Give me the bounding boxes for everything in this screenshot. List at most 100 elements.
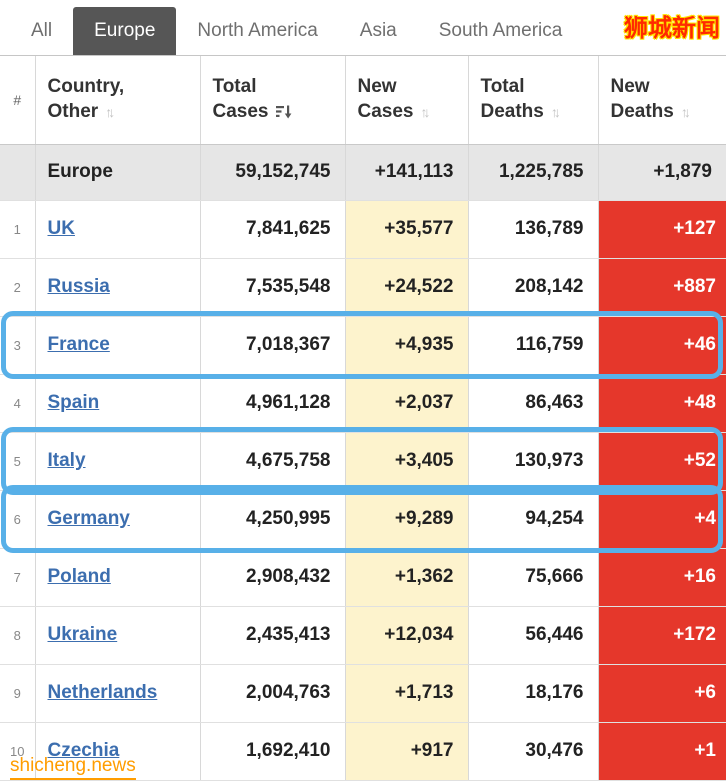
sort-icon: ↑↓ <box>680 103 691 120</box>
tab-south-america[interactable]: South America <box>438 20 563 41</box>
total-deaths-cell: 18,176 <box>468 664 599 723</box>
new-cases-cell: +3,405 <box>345 432 469 491</box>
new-deaths-cell: +1,879 <box>598 144 726 201</box>
table-row: 1 UK 7,841,625 +35,577 136,789 +127 <box>0 200 726 259</box>
country-link[interactable]: Germany <box>47 508 130 529</box>
new-deaths-cell: +48 <box>598 374 726 433</box>
watermark-bottom: shicheng.news <box>10 755 136 780</box>
country-cell: Russia <box>35 258 201 317</box>
country-link[interactable]: Netherlands <box>47 682 158 703</box>
country-cell: UK <box>35 200 201 259</box>
country-cell: Czechia <box>35 722 201 781</box>
country-cell: Ukraine <box>35 606 201 665</box>
tab-europe[interactable]: Europe <box>73 7 177 55</box>
new-cases-cell: +4,935 <box>345 316 469 375</box>
new-deaths-cell: +127 <box>598 200 726 259</box>
total-cases-cell: 7,018,367 <box>200 316 346 375</box>
country-link[interactable]: UK <box>47 218 75 239</box>
total-deaths-cell: 130,973 <box>468 432 599 491</box>
new-cases-cell: +24,522 <box>345 258 469 317</box>
col-header-new-deaths[interactable]: New Deaths ↑↓ <box>598 56 726 145</box>
total-cases-cell: 59,152,745 <box>200 144 346 201</box>
new-cases-cell: +9,289 <box>345 490 469 549</box>
tab-all[interactable]: All <box>31 20 53 41</box>
new-deaths-cell: +52 <box>598 432 726 491</box>
table-body: Europe 59,152,745 +141,113 1,225,785 +1,879 1… <box>0 144 726 781</box>
total-deaths-cell: 75,666 <box>468 548 599 607</box>
rank-cell: 4 <box>0 374 36 433</box>
rank-cell: 8 <box>0 606 36 665</box>
table-row: 4 Spain 4,961,128 +2,037 86,463 +48 <box>0 374 726 433</box>
country-link[interactable]: Ukraine <box>47 624 118 645</box>
country-link[interactable]: Russia <box>47 276 110 297</box>
col-header-total-cases[interactable]: Total Cases <box>200 56 346 145</box>
total-cases-cell: 4,675,758 <box>200 432 346 491</box>
rank-cell: 9 <box>0 664 36 723</box>
new-deaths-cell: +1 <box>598 722 726 781</box>
rank-cell: 7 <box>0 548 36 607</box>
rank-cell: 3 <box>0 316 36 375</box>
new-deaths-cell: +16 <box>598 548 726 607</box>
total-deaths-cell: 208,142 <box>468 258 599 317</box>
table-row: 9 Netherlands 2,004,763 +1,713 18,176 +6 <box>0 664 726 723</box>
total-cases-cell: 7,535,548 <box>200 258 346 317</box>
watermark-top: 狮城新闻 <box>624 15 720 42</box>
new-deaths-cell: +4 <box>598 490 726 549</box>
new-cases-cell: +2,037 <box>345 374 469 433</box>
country-link[interactable]: Poland <box>47 566 111 587</box>
total-deaths-cell: 136,789 <box>468 200 599 259</box>
total-deaths-cell: 116,759 <box>468 316 599 375</box>
table-header-row: # Country, Other ↑↓ Total Cases New Cases ↑↓ T… <box>0 56 726 145</box>
country-link[interactable]: Italy <box>47 450 86 471</box>
tab-asia[interactable]: Asia <box>359 20 397 41</box>
col-header-: # <box>0 56 36 145</box>
new-cases-cell: +12,034 <box>345 606 469 665</box>
table-row: 2 Russia 7,535,548 +24,522 208,142 +887 <box>0 258 726 317</box>
new-deaths-cell: +887 <box>598 258 726 317</box>
covid-stats-table: # Country, Other ↑↓ Total Cases New Cases ↑↓ T… <box>0 56 726 781</box>
col-header-country-other[interactable]: Country, Other ↑↓ <box>35 56 201 145</box>
new-cases-cell: +35,577 <box>345 200 469 259</box>
new-cases-cell: +1,362 <box>345 548 469 607</box>
total-cases-cell: 4,250,995 <box>200 490 346 549</box>
rank-cell: 1 <box>0 200 36 259</box>
sort-icon: ↑↓ <box>105 103 116 120</box>
new-cases-cell: +1,713 <box>345 664 469 723</box>
table-row: 10 Czechia 1,692,410 +917 30,476 +1 <box>0 722 726 781</box>
col-header-total-deaths[interactable]: Total Deaths ↑↓ <box>468 56 599 145</box>
country-link[interactable]: Spain <box>47 392 100 413</box>
sort-desc-icon <box>275 103 293 121</box>
sort-icon: ↑↓ <box>420 103 431 120</box>
col-header-new-cases[interactable]: New Cases ↑↓ <box>345 56 469 145</box>
table-row: 8 Ukraine 2,435,413 +12,034 56,446 +172 <box>0 606 726 665</box>
country-cell: Poland <box>35 548 201 607</box>
table-row: 5 Italy 4,675,758 +3,405 130,973 +52 <box>0 432 726 491</box>
country-cell: Spain <box>35 374 201 433</box>
total-deaths-cell: 86,463 <box>468 374 599 433</box>
tab-north-america[interactable]: North America <box>197 20 318 41</box>
country-cell: Germany <box>35 490 201 549</box>
country-cell: Netherlands <box>35 664 201 723</box>
new-deaths-cell: +6 <box>598 664 726 723</box>
new-deaths-cell: +46 <box>598 316 726 375</box>
rank-cell: 10 <box>0 722 36 781</box>
table-row: 3 France 7,018,367 +4,935 116,759 +46 <box>0 316 726 375</box>
total-cases-cell: 7,841,625 <box>200 200 346 259</box>
continent-name-cell: Europe <box>35 144 201 201</box>
total-cases-cell: 4,961,128 <box>200 374 346 433</box>
total-cases-cell: 1,692,410 <box>200 722 346 781</box>
total-deaths-cell: 30,476 <box>468 722 599 781</box>
country-cell: France <box>35 316 201 375</box>
table-row: 7 Poland 2,908,432 +1,362 75,666 +16 <box>0 548 726 607</box>
rank-cell: 5 <box>0 432 36 491</box>
table-row: 6 Germany 4,250,995 +9,289 94,254 +4 <box>0 490 726 549</box>
total-deaths-cell: 56,446 <box>468 606 599 665</box>
country-link[interactable]: France <box>47 334 110 355</box>
new-deaths-cell: +172 <box>598 606 726 665</box>
country-link[interactable]: Czechia <box>47 740 120 761</box>
new-cases-cell: +917 <box>345 722 469 781</box>
sort-icon: ↑↓ <box>550 103 561 120</box>
rank-cell <box>0 144 36 201</box>
country-cell: Italy <box>35 432 201 491</box>
